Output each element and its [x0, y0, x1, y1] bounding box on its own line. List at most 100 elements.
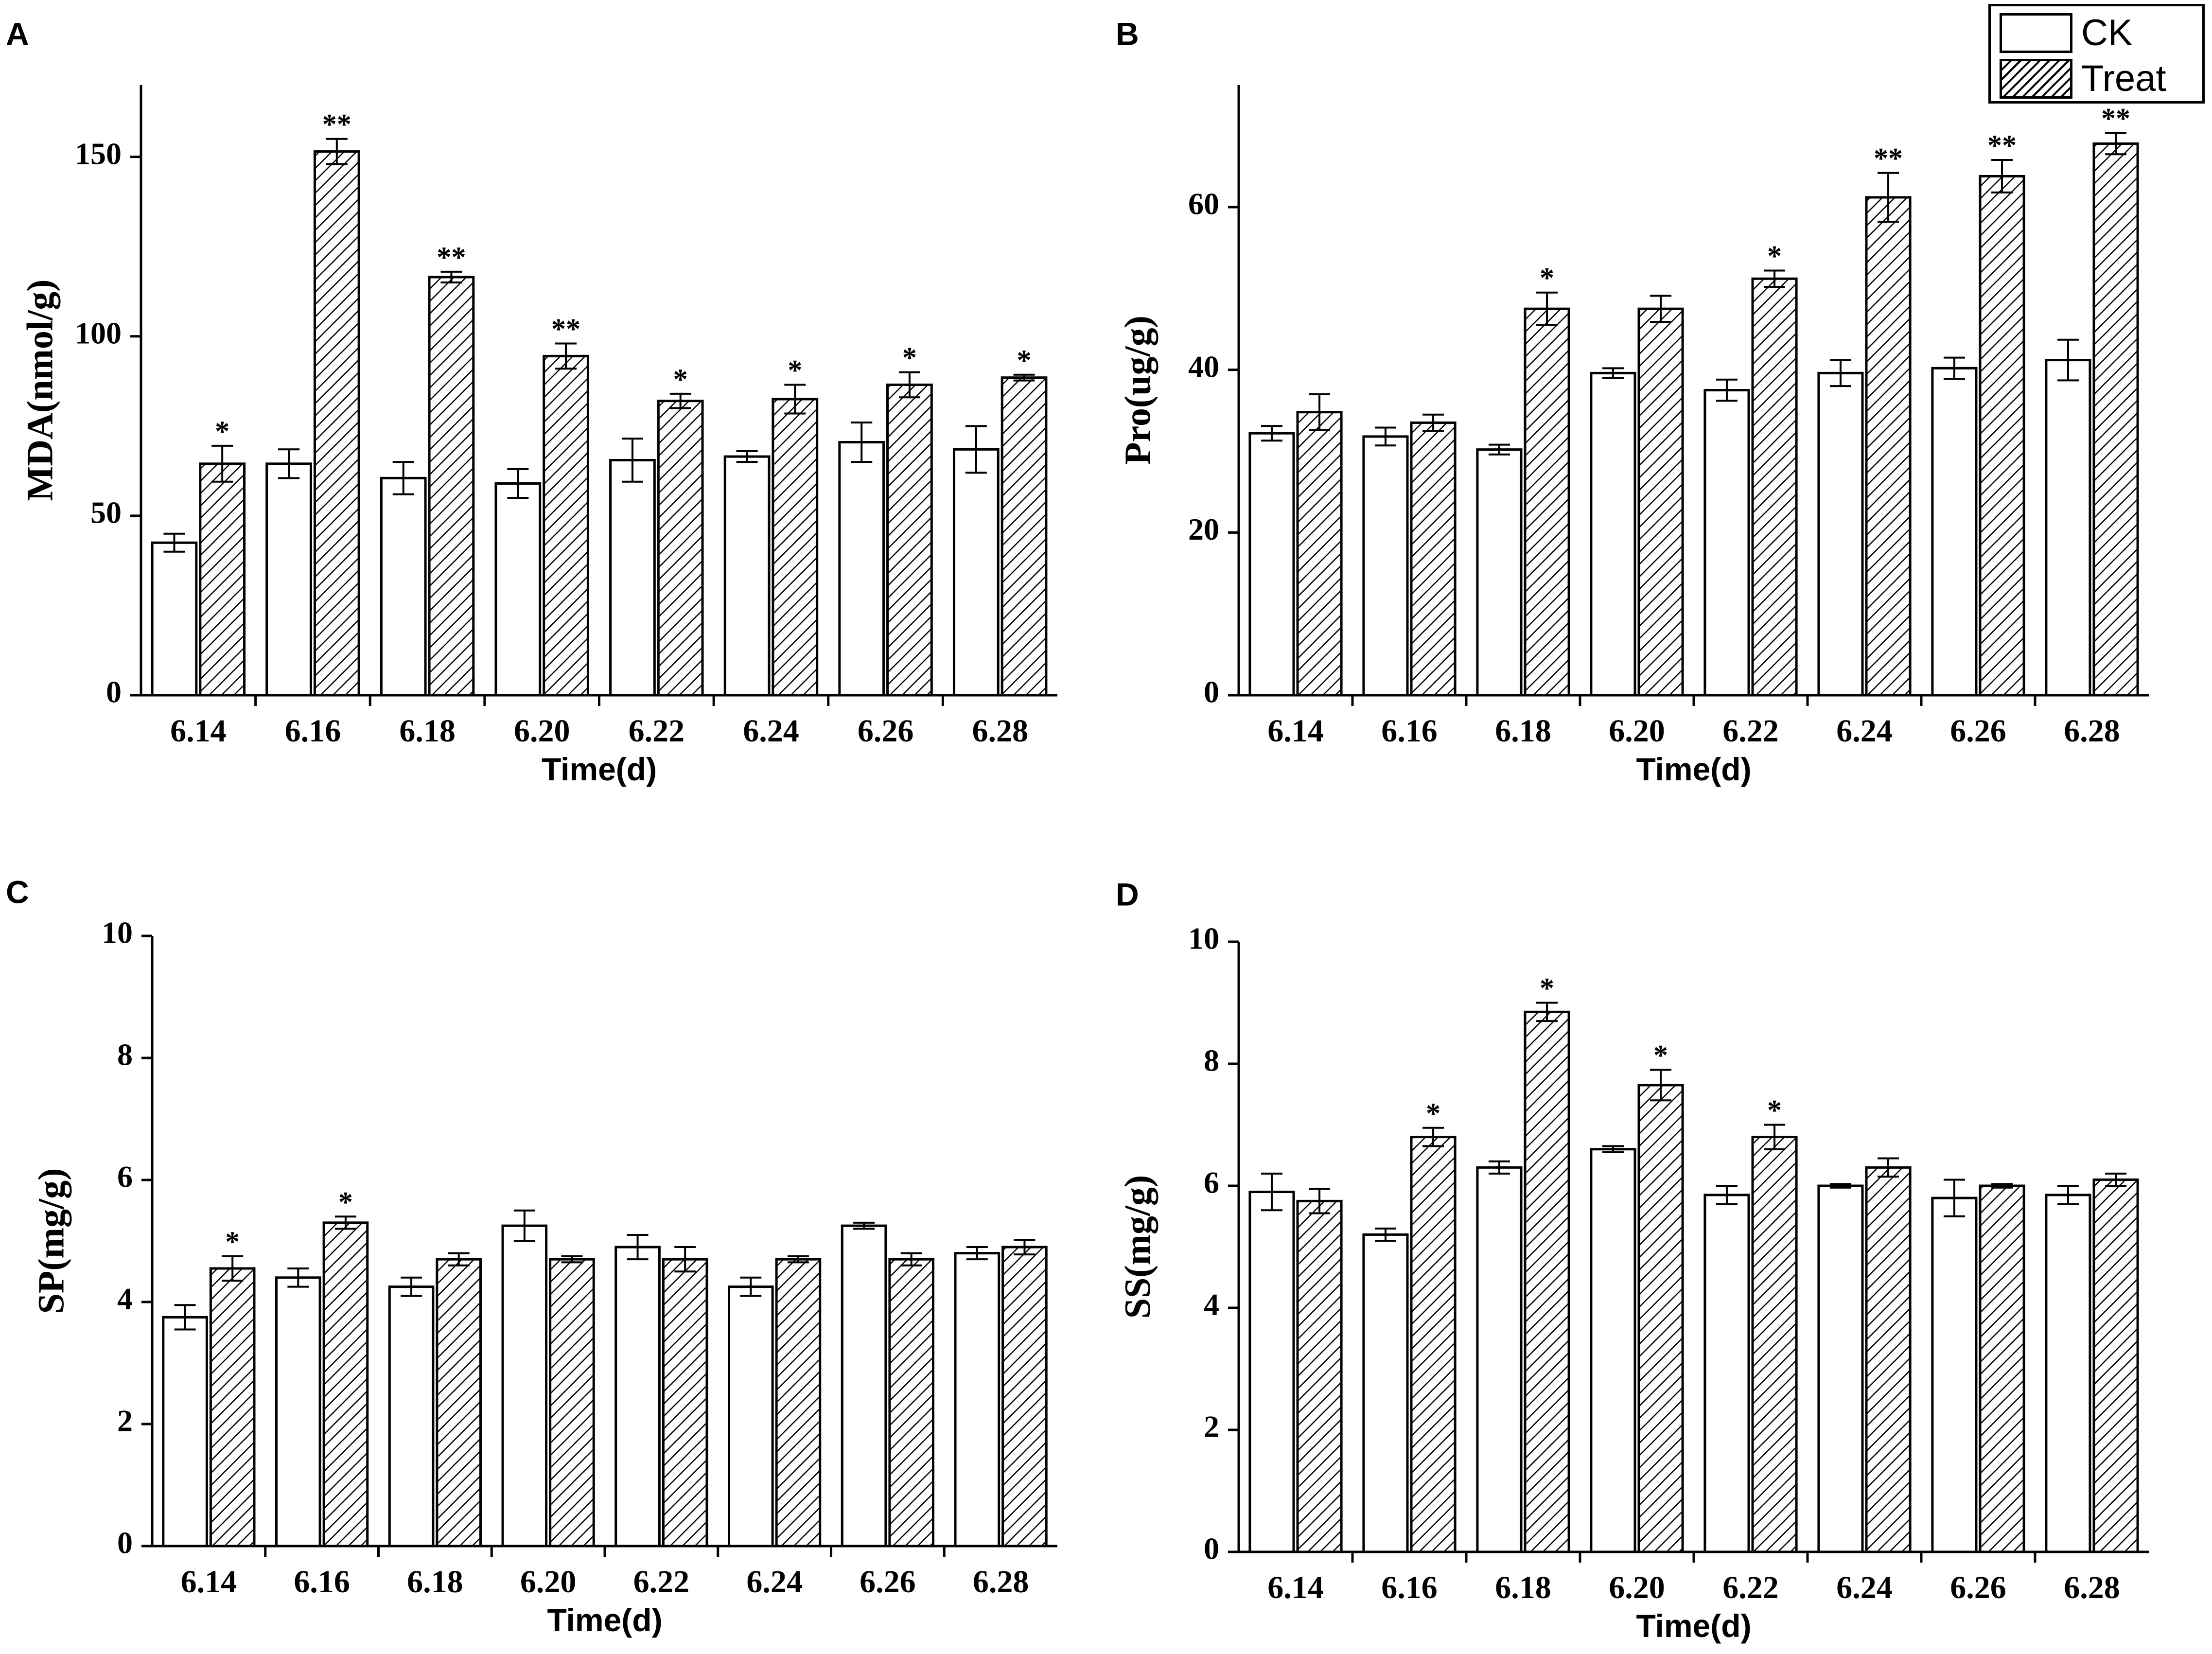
y-tick-label: 150 — [75, 136, 122, 171]
bar-treat — [322, 1221, 369, 1548]
y-tick-label: 100 — [75, 316, 122, 350]
x-tick-label: 6.18 — [407, 1564, 463, 1600]
x-tick-label: 6.24 — [746, 1564, 803, 1600]
bar-treat — [1524, 1010, 1570, 1553]
x-tick-label: 6.28 — [972, 713, 1028, 749]
x-tick-label: 6.14 — [170, 713, 227, 749]
bar-treat — [1865, 1166, 1912, 1553]
x-tick-label: 6.14 — [1267, 1570, 1324, 1605]
x-tick-label: 6.26 — [1950, 713, 2006, 749]
bar-treat — [199, 462, 246, 697]
y-tick-label: 6 — [1204, 1165, 1219, 1200]
chart-panel-c: C 0 2 4 6 8 10 SP(mg/g) 6.14 * 6.16 * 6.18 6.20 6.22 6.… — [6, 874, 1057, 1638]
bar-treat — [1001, 376, 1048, 697]
y-tick-label: 6 — [117, 1160, 133, 1194]
bar-ck — [1362, 435, 1409, 697]
x-axis-label: Time(d) — [1636, 1608, 1751, 1644]
bar-treat — [1637, 307, 1684, 697]
x-tick-label: 6.14 — [181, 1564, 237, 1600]
x-tick-label: 6.28 — [2064, 1570, 2120, 1605]
y-tick-label: 40 — [1188, 349, 1219, 384]
bar-ck — [952, 448, 1000, 697]
bar-ck — [380, 476, 427, 697]
x-tick-label: 6.16 — [285, 713, 341, 749]
x-tick-label: 6.24 — [1836, 713, 1893, 749]
panel-letter-a: A — [6, 16, 29, 52]
y-tick-label: 4 — [1204, 1287, 1219, 1322]
chart-panel-d: D 0 2 4 6 8 10 SS(mg/g) 6.14 6.16 * 6.18 * 6.20 * 6.22 *… — [1116, 876, 2149, 1644]
bar-treat — [657, 400, 704, 697]
bar-treat — [1751, 277, 1798, 697]
y-tick-label: 4 — [117, 1282, 133, 1316]
significance-marker: * — [1653, 1039, 1668, 1072]
bar-treat — [1410, 1136, 1457, 1553]
bar-treat — [549, 1258, 595, 1548]
bar-treat — [775, 1258, 822, 1548]
significance-marker: * — [902, 342, 917, 374]
bar-ck — [151, 541, 198, 697]
y-tick-label: 0 — [1204, 675, 1219, 709]
bar-treat — [1410, 421, 1457, 697]
y-tick-label: 8 — [1204, 1043, 1219, 1078]
bar-ck — [1590, 1148, 1636, 1553]
bar-ck — [1248, 1191, 1295, 1553]
x-tick-label: 6.26 — [860, 1564, 916, 1600]
y-tick-label: 8 — [117, 1038, 133, 1072]
panel-letter-b: B — [1116, 16, 1139, 52]
bar-ck — [1362, 1233, 1409, 1553]
bar-treat — [436, 1258, 482, 1548]
significance-marker: ** — [437, 241, 466, 273]
bar-ck — [2045, 1194, 2091, 1553]
y-axis-label: SP(mg/g) — [31, 1168, 71, 1314]
x-tick-label: 6.16 — [1381, 713, 1438, 749]
x-tick-label: 6.20 — [514, 713, 570, 749]
bar-treat — [1001, 1246, 1048, 1548]
significance-marker: * — [1426, 1097, 1440, 1129]
bar-ck — [954, 1252, 1001, 1548]
x-tick-label: 6.22 — [633, 1564, 690, 1600]
x-tick-label: 6.22 — [1722, 1570, 1779, 1605]
significance-marker: ** — [2101, 103, 2130, 135]
y-tick-label: 10 — [1188, 921, 1219, 956]
panel-letter-d: D — [1116, 876, 1139, 912]
bar-ck — [1931, 367, 1978, 697]
bar-ck — [614, 1246, 661, 1548]
bar-treat — [1865, 196, 1912, 697]
y-tick-label: 0 — [1204, 1531, 1219, 1566]
bar-treat — [1637, 1084, 1684, 1553]
significance-marker: * — [788, 354, 802, 386]
x-tick-label: 6.22 — [1722, 713, 1779, 749]
bar-treat — [1296, 1199, 1343, 1553]
x-tick-label: 6.18 — [399, 713, 456, 749]
x-axis-label: Time(d) — [547, 1602, 662, 1638]
y-axis-label: SS(mg/g) — [1117, 1175, 1158, 1319]
significance-marker: * — [225, 1226, 240, 1258]
bar-ck — [162, 1316, 208, 1548]
bar-treat — [428, 276, 475, 697]
y-tick-label: 20 — [1188, 512, 1219, 546]
x-tick-label: 6.18 — [1495, 713, 1551, 749]
significance-marker: * — [215, 415, 229, 447]
x-tick-label: 6.20 — [1609, 713, 1665, 749]
y-axis-label: MDA(nmol/g) — [19, 280, 60, 501]
significance-marker: * — [1540, 972, 1554, 1004]
x-tick-label: 6.24 — [743, 713, 799, 749]
bar-treat — [886, 383, 933, 697]
significance-marker: * — [1540, 262, 1554, 294]
bar-treat — [313, 150, 360, 697]
x-tick-label: 6.20 — [1609, 1570, 1665, 1605]
significance-marker: ** — [1874, 142, 1903, 175]
significance-marker: ** — [551, 313, 580, 345]
bar-ck — [275, 1276, 321, 1548]
significance-marker: * — [1767, 240, 1782, 272]
y-tick-label: 2 — [1204, 1409, 1219, 1444]
legend: CK Treat — [1988, 4, 2205, 104]
chart-panel-a: A050100150MDA(nmol/g)6.14*6.16**6.18**6.… — [6, 16, 1057, 787]
bar-treat — [1979, 175, 2025, 697]
bar-ck — [1248, 432, 1295, 697]
bar-treat — [2092, 142, 2139, 697]
significance-marker: * — [338, 1186, 353, 1218]
legend-label-treat: Treat — [2081, 58, 2166, 99]
y-tick-label: 0 — [117, 1526, 133, 1560]
bar-ck — [1817, 371, 1864, 697]
